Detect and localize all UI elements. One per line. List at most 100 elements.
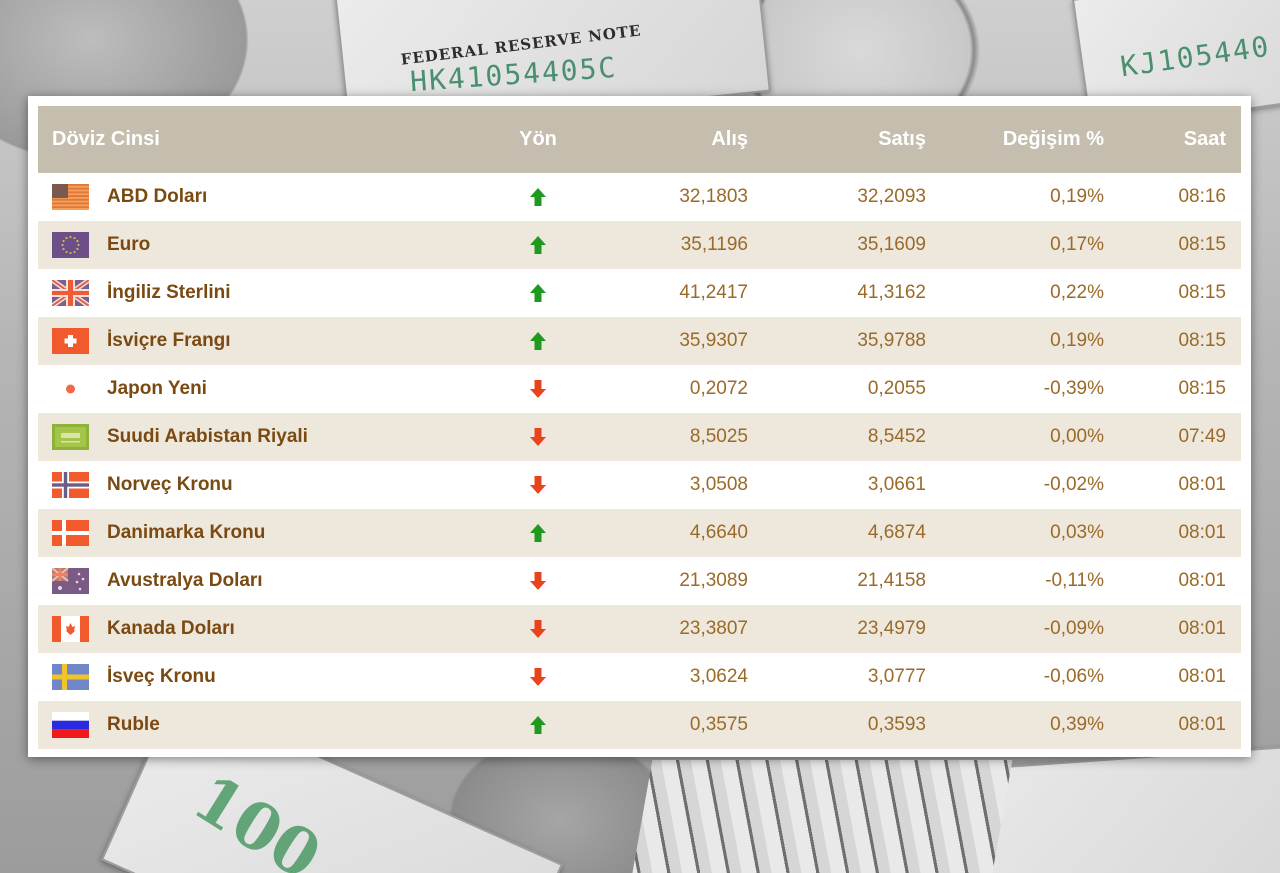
buy-price: 8,5025 [689,426,748,447]
column-header-direction[interactable]: Yön [519,128,557,150]
buy-price: 35,1196 [680,234,748,255]
arrow-up-icon [530,284,546,302]
buy-price: 3,0624 [689,666,748,687]
update-time: 08:01 [1178,666,1226,687]
currency-name: Japon Yeni [107,378,207,399]
table-row[interactable]: Danimarka Kronu 4,6640 4,6874 0,03% 08:0… [38,509,1241,557]
sell-price: 0,3593 [867,714,926,735]
direction-cell [498,715,578,735]
table-row[interactable]: İngiliz Sterlini 41,2417 41,3162 0,22% 0… [38,269,1241,317]
flag-australia-icon [52,568,89,594]
flag-norway-icon [52,472,89,498]
currency-name: Danimarka Kronu [107,522,266,543]
update-time: 08:15 [1178,378,1226,399]
table-header: Döviz Cinsi Yön Alış Satış Değişim % Saa… [38,106,1241,173]
table-row[interactable]: Suudi Arabistan Riyali 8,5025 8,5452 0,0… [38,413,1241,461]
currency-cell: Norveç Kronu [38,472,498,498]
flag-denmark-icon [52,520,89,546]
update-time: 08:01 [1178,474,1226,495]
arrow-down-icon [530,476,546,494]
direction-cell [498,427,578,447]
currency-cell: Japon Yeni [38,376,498,402]
sell-price: 3,0661 [867,474,926,495]
currency-name: Kanada Doları [107,618,235,639]
table-row[interactable]: Euro 35,1196 35,1609 0,17% 08:15 [38,221,1241,269]
flag-switzerland-icon [52,328,89,354]
currency-name: Avustralya Doları [107,570,263,591]
change-percent: -0,11% [1045,570,1104,591]
currency-name: Suudi Arabistan Riyali [107,426,308,447]
currency-cell: Suudi Arabistan Riyali [38,424,498,450]
update-time: 08:01 [1178,714,1226,735]
arrow-down-icon [530,620,546,638]
direction-cell [498,619,578,639]
direction-cell [498,667,578,687]
direction-cell [498,475,578,495]
arrow-up-icon [530,332,546,350]
table-row[interactable]: İsveç Kronu 3,0624 3,0777 -0,06% 08:01 [38,653,1241,701]
update-time: 07:49 [1178,426,1226,447]
flag-canada-icon [52,616,89,642]
sell-price: 21,4158 [857,570,926,591]
flag-japan-icon [52,376,89,402]
arrow-down-icon [530,572,546,590]
buy-price: 4,6640 [689,522,748,543]
update-time: 08:15 [1178,330,1226,351]
change-percent: 0,19% [1050,330,1104,351]
currency-cell: ABD Doları [38,184,498,210]
buy-price: 35,9307 [679,330,748,351]
currency-name: ABD Doları [107,186,208,207]
currency-cell: Euro [38,232,498,258]
arrow-down-icon [530,428,546,446]
sell-price: 0,2055 [867,378,926,399]
sell-price: 4,6874 [867,522,926,543]
table-body: ABD Doları 32,1803 32,2093 0,19% 08:16 E… [38,173,1241,749]
change-percent: 0,03% [1050,522,1104,543]
arrow-down-icon [530,668,546,686]
update-time: 08:16 [1178,186,1226,207]
direction-cell [498,523,578,543]
direction-cell [498,379,578,399]
flag-russia-icon [52,712,89,738]
currency-cell: İngiliz Sterlini [38,280,498,306]
change-percent: 0,19% [1050,186,1104,207]
column-header-buy[interactable]: Alış [711,128,748,150]
arrow-up-icon [530,188,546,206]
buy-price: 41,2417 [679,282,748,303]
table-row[interactable]: İsviçre Frangı 35,9307 35,9788 0,19% 08:… [38,317,1241,365]
buy-price: 23,3807 [679,618,748,639]
change-percent: -0,39% [1043,378,1104,399]
arrow-up-icon [530,236,546,254]
column-header-sell[interactable]: Satış [878,128,926,150]
update-time: 08:01 [1178,618,1226,639]
direction-cell [498,331,578,351]
exchange-rate-table: Döviz Cinsi Yön Alış Satış Değişim % Saa… [38,106,1241,749]
currency-name: İsviçre Frangı [107,330,231,351]
column-header-time[interactable]: Saat [1183,128,1226,150]
column-header-currency[interactable]: Döviz Cinsi [52,128,160,150]
banknote-stack [627,760,1013,873]
sell-price: 41,3162 [857,282,926,303]
buy-price: 21,3089 [679,570,748,591]
direction-cell [498,187,578,207]
sell-price: 3,0777 [867,666,926,687]
currency-cell: Avustralya Doları [38,568,498,594]
column-header-change[interactable]: Değişim % [1002,128,1104,150]
buy-price: 0,3575 [689,714,748,735]
table-row[interactable]: Ruble 0,3575 0,3593 0,39% 08:01 [38,701,1241,749]
table-row[interactable]: Japon Yeni 0,2072 0,2055 -0,39% 08:15 [38,365,1241,413]
change-percent: 0,22% [1050,282,1104,303]
currency-cell: Ruble [38,712,498,738]
arrow-down-icon [530,380,546,398]
table-row[interactable]: Kanada Doları 23,3807 23,4979 -0,09% 08:… [38,605,1241,653]
flag-saudi-arabia-icon [52,424,89,450]
currency-name: Euro [107,234,151,255]
table-row[interactable]: ABD Doları 32,1803 32,2093 0,19% 08:16 [38,173,1241,221]
change-percent: 0,00% [1050,426,1104,447]
table-row[interactable]: Avustralya Doları 21,3089 21,4158 -0,11%… [38,557,1241,605]
currency-name: İngiliz Sterlini [107,282,231,303]
currency-cell: Danimarka Kronu [38,520,498,546]
table-row[interactable]: Norveç Kronu 3,0508 3,0661 -0,02% 08:01 [38,461,1241,509]
buy-price: 0,2072 [689,378,748,399]
flag-eu-icon [52,232,89,258]
